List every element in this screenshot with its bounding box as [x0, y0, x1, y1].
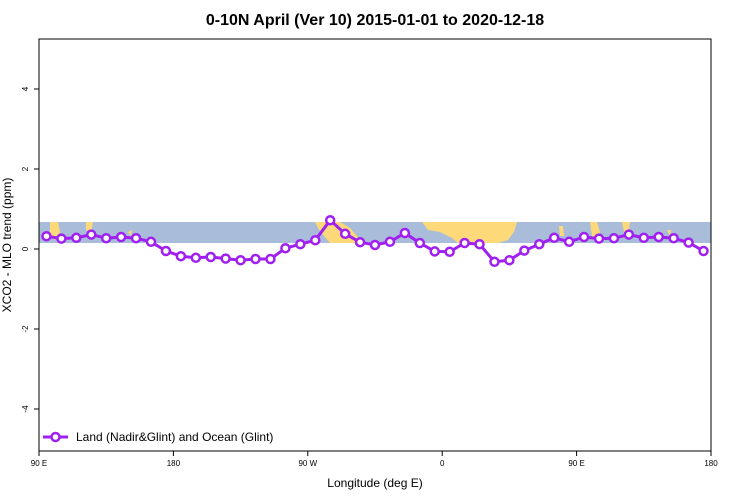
y-axis-label: XCO2 - MLO trend (ppm)	[0, 178, 14, 313]
data-point	[339, 228, 351, 240]
data-point	[145, 236, 157, 248]
data-point	[205, 251, 216, 263]
data-point	[429, 246, 440, 257]
data-point	[489, 256, 500, 268]
data-point	[474, 238, 485, 250]
ocean-band	[39, 222, 711, 243]
series-group	[41, 214, 709, 268]
x-tick-label: 180	[704, 459, 718, 468]
x-tick-label: 90 E	[31, 459, 47, 468]
data-point	[459, 237, 470, 249]
data-point	[130, 232, 142, 244]
y-tick-label: 0	[21, 246, 30, 251]
data-point	[250, 253, 261, 265]
y-tick-label: -2	[21, 325, 30, 333]
data-point	[563, 236, 575, 248]
data-point	[519, 245, 530, 256]
data-point	[399, 227, 411, 239]
data-point	[384, 236, 396, 248]
x-tick-label: 90 W	[298, 459, 317, 468]
y-tick-label: -4	[21, 405, 30, 413]
chart-title: 0-10N April (Ver 10) 2015-01-01 to 2020-…	[206, 12, 544, 29]
data-point	[280, 242, 291, 254]
data-point	[578, 231, 590, 243]
data-point	[265, 253, 276, 265]
data-point	[56, 233, 67, 244]
land-patch-africa	[422, 222, 517, 243]
x-axis: 90 E 180 90 W 0 90 E 180	[31, 451, 718, 468]
data-point	[220, 253, 231, 264]
data-point	[444, 246, 455, 258]
data-point	[698, 245, 709, 257]
data-point	[100, 232, 112, 244]
y-tick-label: 4	[21, 86, 30, 91]
data-point	[324, 214, 336, 226]
data-point	[369, 239, 381, 251]
x-tick-label: 0	[440, 459, 445, 468]
x-tick-label: 180	[167, 459, 181, 468]
land-patch-sri-lanka	[559, 226, 564, 236]
y-tick-label: 2	[21, 166, 30, 171]
data-point	[310, 234, 321, 246]
data-point	[160, 245, 172, 257]
x-tick-label: 90 E	[568, 459, 584, 468]
data-point	[414, 237, 426, 249]
data-point	[608, 232, 620, 244]
data-point	[623, 229, 635, 240]
data-point	[504, 254, 515, 266]
data-point	[354, 236, 366, 248]
data-point	[534, 238, 545, 250]
data-point	[41, 230, 52, 242]
data-point	[683, 237, 694, 248]
land-patch-indonesia-east	[128, 230, 132, 236]
data-point	[86, 229, 97, 240]
map-band	[39, 222, 711, 243]
data-point	[653, 231, 664, 243]
data-point	[190, 252, 202, 264]
data-point	[593, 233, 605, 244]
legend: Land (Nadir&Glint) and Ocean (Glint)	[43, 430, 273, 444]
data-point	[235, 254, 246, 266]
x-axis-label: Longitude (deg E)	[327, 476, 422, 490]
plot-frame	[38, 38, 712, 452]
data-point	[71, 232, 82, 244]
data-point	[175, 250, 187, 262]
data-point	[115, 231, 127, 243]
y-axis: -4 -2 0 2 4	[21, 86, 39, 413]
data-point	[295, 238, 306, 250]
data-point	[638, 232, 650, 244]
legend-marker-swatch	[50, 431, 61, 443]
data-point	[548, 232, 560, 244]
data-point	[668, 232, 679, 244]
legend-label: Land (Nadir&Glint) and Ocean (Glint)	[76, 430, 273, 444]
